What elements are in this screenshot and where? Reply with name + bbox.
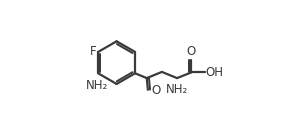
Text: F: F <box>89 45 96 58</box>
Text: O: O <box>187 45 196 58</box>
Text: O: O <box>151 84 160 97</box>
Text: OH: OH <box>206 66 224 79</box>
Text: NH₂: NH₂ <box>86 79 108 91</box>
Text: NH₂: NH₂ <box>166 83 188 96</box>
